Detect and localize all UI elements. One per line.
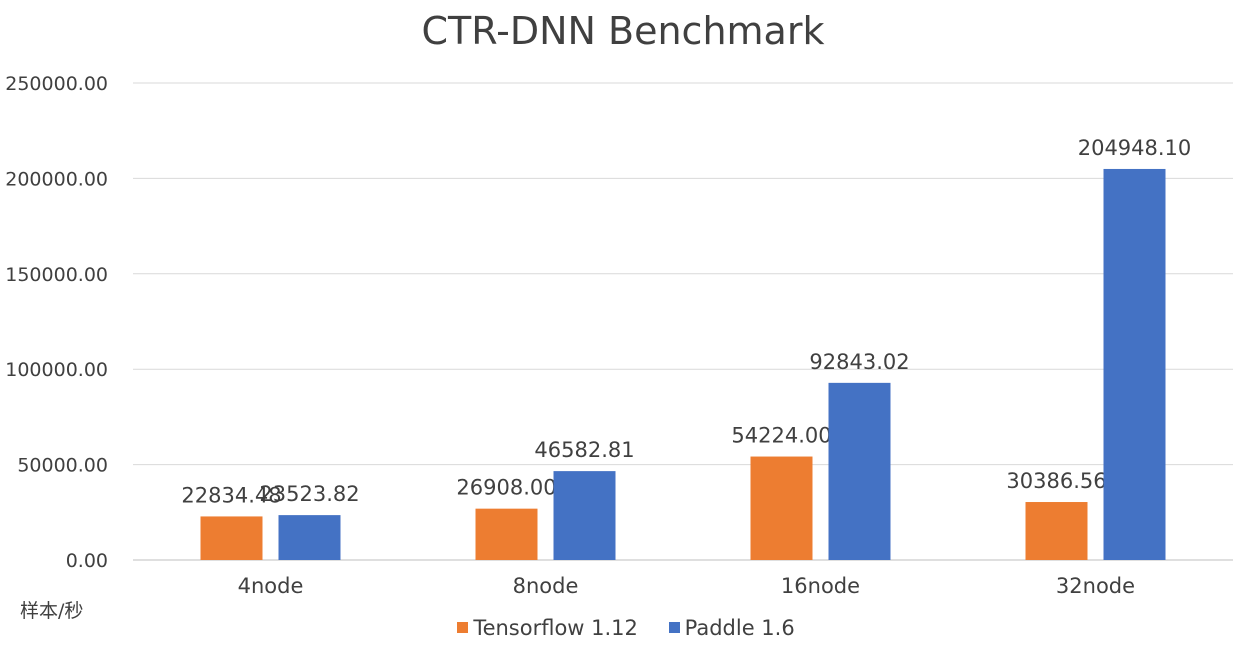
legend-swatch-paddle <box>668 622 680 633</box>
data-label: 46582.81 <box>534 438 634 462</box>
y-tick-label: 250000.00 <box>5 73 108 95</box>
y-axis: 0.00 50000.00 100000.00 150000.00 200000.00 2… <box>5 73 108 572</box>
y-tick-label: 50000.00 <box>17 455 108 477</box>
x-tick-label: 8node <box>513 574 579 598</box>
data-label: 54224.00 <box>731 424 831 448</box>
y-axis-unit-label: 样本/秒 <box>20 600 84 622</box>
bar-paddle <box>828 382 891 560</box>
x-tick-label: 16node <box>781 574 860 598</box>
bar-tensorflow <box>750 456 813 560</box>
legend-item-tensorflow: Tensorflow 1.12 <box>457 616 638 640</box>
bar-tensorflow <box>200 516 263 560</box>
data-label: 204948.10 <box>1078 136 1192 160</box>
bar-paddle <box>1103 168 1166 560</box>
data-label: 30386.56 <box>1006 469 1106 493</box>
chart-title: CTR-DNN Benchmark <box>422 9 825 53</box>
legend-swatch-tensorflow <box>457 622 469 633</box>
bar-tensorflow <box>1025 502 1088 560</box>
bar-paddle <box>278 515 341 560</box>
data-label: 22834.48 <box>181 483 281 507</box>
y-tick-label: 200000.00 <box>5 168 108 190</box>
bar-paddle <box>553 471 616 560</box>
x-tick-label: 32node <box>1056 574 1135 598</box>
legend-item-paddle: Paddle 1.6 <box>668 615 795 640</box>
legend-label-tensorflow: Tensorflow 1.12 <box>473 615 638 640</box>
x-axis: 4node 8node 16node 32node <box>238 574 1135 598</box>
legend-label-paddle: Paddle 1.6 <box>684 615 795 640</box>
y-tick-label: 150000.00 <box>5 264 108 286</box>
data-label: 26908.00 <box>456 476 556 500</box>
data-label: 23523.82 <box>259 482 359 506</box>
y-tick-label: 0.00 <box>66 550 108 572</box>
bar-tensorflow <box>475 508 538 560</box>
legend: Tensorflow 1.12 Paddle 1.6 <box>0 614 1252 640</box>
data-label: 92843.02 <box>809 350 909 374</box>
x-tick-label: 4node <box>238 574 304 598</box>
y-tick-label: 100000.00 <box>5 359 108 381</box>
